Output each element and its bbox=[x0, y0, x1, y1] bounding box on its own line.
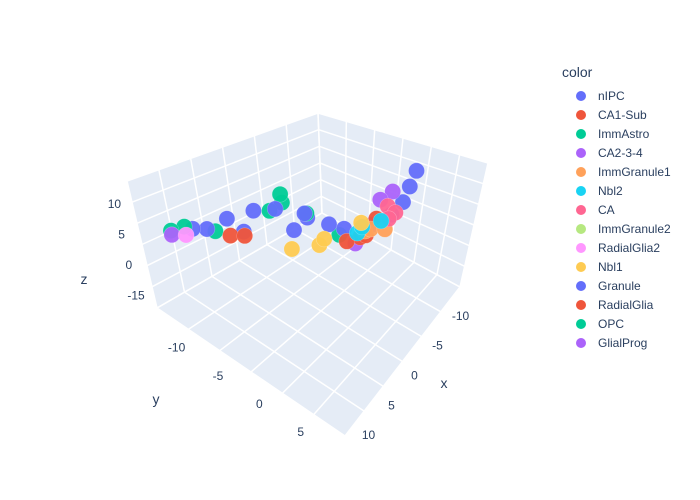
point-granule[interactable] bbox=[408, 162, 425, 180]
legend-marker bbox=[576, 90, 586, 101]
point-granule[interactable] bbox=[245, 202, 262, 219]
legend-title: color bbox=[562, 64, 593, 80]
legend-item-glialprog[interactable]: GlialProg bbox=[562, 333, 692, 352]
legend-label: CA2-3-4 bbox=[598, 145, 643, 160]
point-opc[interactable] bbox=[271, 185, 289, 203]
legend-marker bbox=[576, 261, 586, 272]
z-tick-label: 5 bbox=[118, 227, 125, 241]
point-ca1-sub[interactable] bbox=[222, 227, 239, 244]
point-nbl1[interactable] bbox=[315, 230, 333, 248]
x-tick-label: 5 bbox=[388, 398, 395, 412]
legend-marker bbox=[576, 318, 586, 329]
point-granule[interactable] bbox=[320, 216, 338, 233]
z-tick-label: 10 bbox=[108, 197, 122, 211]
y-tick-label: 0 bbox=[256, 397, 263, 411]
legend-item-ca1-sub[interactable]: CA1-Sub bbox=[562, 105, 692, 124]
y-tick-label: -10 bbox=[168, 341, 186, 355]
point-nbl1[interactable] bbox=[352, 214, 370, 231]
legend-marker bbox=[576, 109, 586, 120]
y-tick-label: 5 bbox=[297, 425, 304, 439]
point-ca1-sub[interactable] bbox=[236, 227, 253, 245]
scene: -10 -5 0 5 10 -10 -5 0 5 -15 0 5 10 x y z bbox=[81, 112, 489, 442]
point-radialglia2[interactable] bbox=[177, 226, 195, 244]
legend-label: GlialProg bbox=[598, 335, 648, 350]
legend-item-radialglia[interactable]: RadialGlia bbox=[562, 295, 692, 314]
legend-label: Granule bbox=[598, 278, 641, 293]
legend-label: Nbl1 bbox=[598, 259, 623, 274]
z-axis-title: z bbox=[81, 271, 88, 287]
y-tick-label: -5 bbox=[213, 369, 224, 383]
point-ca2-3-4[interactable] bbox=[163, 226, 181, 244]
legend-label: CA bbox=[598, 202, 615, 217]
z-tick-label: 0 bbox=[125, 258, 132, 272]
legend-item-granule[interactable]: Granule bbox=[562, 276, 692, 295]
legend-item-nbl1[interactable]: Nbl1 bbox=[562, 257, 692, 276]
legend-marker bbox=[576, 280, 586, 291]
legend-marker bbox=[576, 166, 586, 177]
legend-marker bbox=[576, 185, 586, 196]
x-tick-label: -5 bbox=[432, 339, 443, 353]
point-ca2-3-4[interactable] bbox=[384, 183, 402, 200]
legend-marker bbox=[576, 147, 586, 158]
legend-item-immgranule1[interactable]: ImmGranule1 bbox=[562, 162, 692, 181]
data-points bbox=[162, 162, 425, 258]
back-wall-left bbox=[127, 113, 322, 308]
legend-item-nipc[interactable]: nIPC bbox=[562, 86, 692, 105]
floor-plane bbox=[157, 213, 460, 436]
legend-label: RadialGlia2 bbox=[598, 240, 661, 255]
point-nbl2[interactable] bbox=[372, 212, 390, 230]
legend-label: ImmGranule1 bbox=[598, 164, 671, 179]
point-granule[interactable] bbox=[218, 210, 236, 227]
legend-label: CA1-Sub bbox=[598, 107, 647, 122]
legend-label: nIPC bbox=[598, 88, 625, 103]
legend-marker bbox=[576, 299, 586, 310]
x-tick-label: 0 bbox=[411, 369, 418, 383]
legend-item-ca[interactable]: CA bbox=[562, 200, 692, 219]
legend-label: ImmGranule2 bbox=[598, 221, 671, 236]
legend: color nIPC CA1-Sub ImmAstro CA2-3-4 ImmGranu… bbox=[562, 64, 692, 352]
legend-item-opc[interactable]: OPC bbox=[562, 314, 692, 333]
legend-marker bbox=[576, 223, 586, 234]
legend-marker bbox=[576, 128, 586, 139]
x-tick-label: 10 bbox=[362, 428, 376, 442]
x-axis-title: x bbox=[441, 375, 448, 391]
gridlines bbox=[126, 112, 489, 437]
z-tick-label: -15 bbox=[127, 288, 145, 302]
point-granule[interactable] bbox=[285, 221, 303, 239]
point-granule[interactable] bbox=[198, 220, 216, 238]
legend-item-immastro[interactable]: ImmAstro bbox=[562, 124, 692, 143]
legend-item-immgranule2[interactable]: ImmGranule2 bbox=[562, 219, 692, 238]
legend-item-radialglia2[interactable]: RadialGlia2 bbox=[562, 238, 692, 257]
legend-label: RadialGlia bbox=[598, 297, 654, 312]
legend-marker bbox=[576, 337, 586, 348]
legend-label: OPC bbox=[598, 316, 625, 331]
y-axis-title: y bbox=[153, 391, 160, 407]
legend-label: ImmAstro bbox=[598, 126, 650, 141]
point-nbl1[interactable] bbox=[283, 240, 301, 258]
legend-item-ca2-3-4[interactable]: CA2-3-4 bbox=[562, 143, 692, 162]
point-granule[interactable] bbox=[401, 178, 419, 195]
legend-marker bbox=[576, 204, 586, 215]
legend-label: Nbl2 bbox=[598, 183, 623, 198]
point-granule[interactable] bbox=[266, 200, 284, 218]
legend-item-nbl2[interactable]: Nbl2 bbox=[562, 181, 692, 200]
point-granule[interactable] bbox=[296, 205, 313, 222]
x-tick-label: -10 bbox=[452, 309, 470, 323]
legend-marker bbox=[576, 242, 586, 253]
